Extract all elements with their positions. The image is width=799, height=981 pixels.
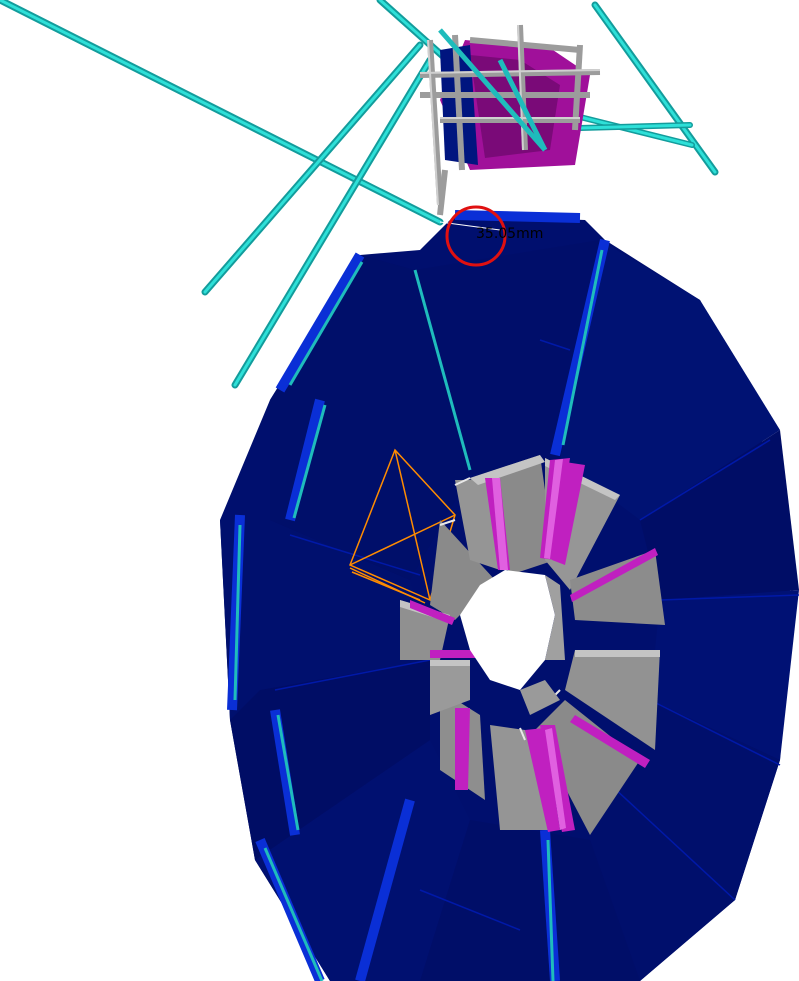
outer-panel[interactable] — [255, 740, 470, 981]
outer-panel[interactable] — [415, 240, 600, 475]
center-bore — [460, 570, 555, 690]
outer-panel[interactable] — [560, 240, 780, 520]
support-rod[interactable] — [0, 0, 442, 224]
support-rod[interactable] — [578, 123, 692, 130]
selected-panel-outline[interactable] — [349, 448, 456, 604]
outer-panel[interactable] — [220, 520, 430, 720]
support-rod[interactable] — [593, 3, 717, 174]
inner-module[interactable] — [535, 700, 640, 835]
outer-panel[interactable] — [590, 700, 780, 981]
upper-support-frame[interactable] — [419, 24, 601, 216]
outer-panel[interactable] — [650, 590, 799, 760]
inner-module[interactable] — [430, 660, 470, 715]
measurement-marker[interactable] — [445, 205, 507, 267]
outer-panel[interactable] — [640, 430, 799, 600]
inner-module-ring[interactable] — [400, 455, 665, 835]
outer-panel[interactable] — [420, 820, 640, 981]
measurement-label: 35.05mm — [476, 226, 543, 242]
support-rod[interactable] — [233, 58, 432, 387]
inner-module[interactable] — [570, 550, 665, 625]
inner-module[interactable] — [565, 650, 660, 750]
support-rod[interactable] — [203, 43, 422, 294]
measurement-annotation[interactable]: 35.05mm — [439, 205, 543, 267]
